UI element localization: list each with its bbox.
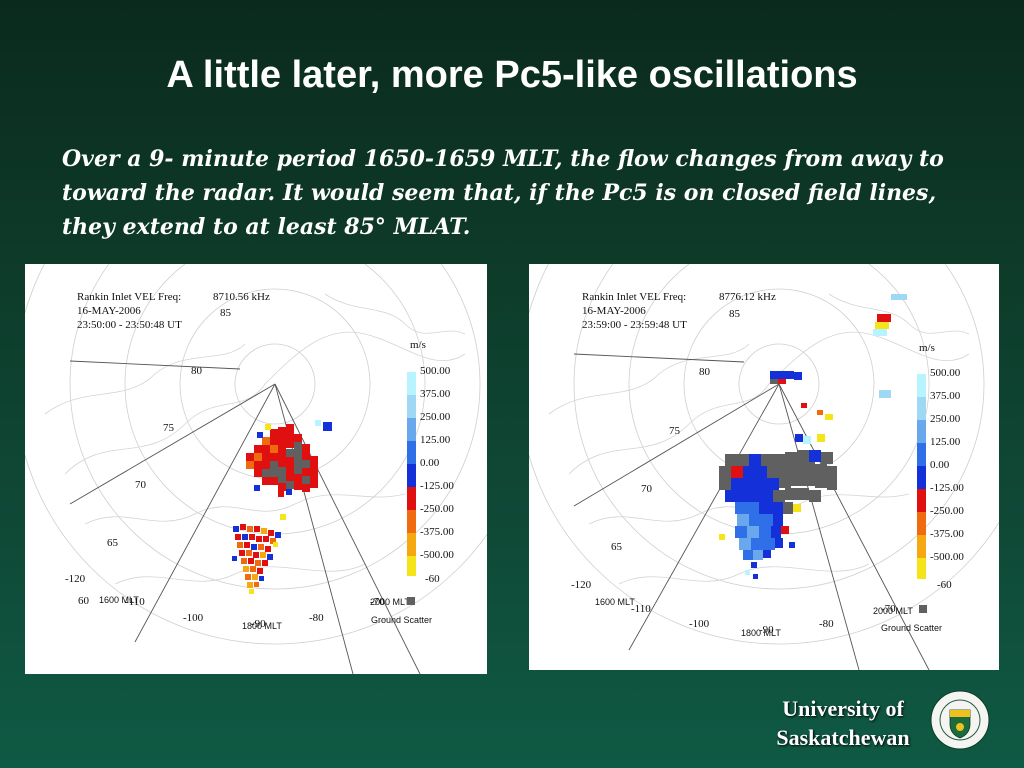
- lat-label-85: 85: [729, 308, 741, 320]
- plot-header-date: 16-MAY-2006: [582, 305, 646, 317]
- university-name: University of Saskatchewan: [776, 696, 910, 750]
- lat-label-70: 70: [641, 483, 653, 495]
- colorbar-tick: -500.00: [420, 549, 454, 561]
- lat-label-75: 75: [669, 425, 681, 437]
- plot-header-time: 23:59:00 - 23:59:48 UT: [582, 319, 687, 331]
- plot-header-date: 16-MAY-2006: [77, 305, 141, 317]
- colorbar-tick: -375.00: [420, 526, 454, 538]
- university-crest-icon: [930, 690, 990, 750]
- lat-label-80: 80: [191, 365, 203, 377]
- radar-plot-right: Rankin Inlet VEL Freq: 8776.12 kHz 16-MA…: [529, 264, 999, 670]
- colorbar-tick: -250.00: [420, 503, 454, 515]
- lat-label-80: 80: [699, 366, 711, 378]
- colorbar-tick: 375.00: [420, 388, 451, 400]
- radar-fov-lines: [573, 353, 930, 670]
- colorbar-units: m/s: [919, 342, 935, 354]
- colorbar-tick: -125.00: [420, 480, 454, 492]
- lon-label-minus80: -80: [309, 612, 324, 624]
- lon-label-minus110: -110: [631, 603, 651, 615]
- colorbar-tick: -500.00: [930, 551, 964, 563]
- lon-label-minus120: -120: [571, 579, 592, 591]
- lon-label-minus60: -60: [425, 573, 440, 585]
- lon-label-minus110: -110: [125, 596, 145, 608]
- slide-body-text: Over a 9- minute period 1650-1659 MLT, t…: [62, 146, 944, 240]
- ground-scatter-label: Ground Scatter: [881, 623, 942, 633]
- lon-label-minus70: -70: [370, 596, 385, 608]
- ground-scatter-swatch: [919, 605, 927, 613]
- radar-plot-left: Rankin Inlet VEL Freq: 8710.56 kHz 16-MA…: [25, 264, 487, 674]
- colorbar-tick: -375.00: [930, 528, 964, 540]
- velocity-cells: [232, 420, 332, 594]
- mlt-label-1600: 1600 MLT: [595, 597, 635, 607]
- lon-label-minus100: -100: [183, 612, 204, 624]
- lat-label-85: 85: [220, 307, 232, 319]
- mlt-label-1800: 1800 MLT: [741, 628, 781, 638]
- colorbar: [407, 372, 416, 576]
- mlt-label-2000: 2000 MLT: [370, 597, 410, 607]
- lat-label-70: 70: [135, 479, 147, 491]
- plot-header-time: 23:50:00 - 23:50:48 UT: [77, 319, 182, 331]
- colorbar-tick: 500.00: [420, 365, 451, 377]
- coastlines: [44, 293, 466, 585]
- colorbar-tick: -250.00: [930, 505, 964, 517]
- colorbar-tick: 250.00: [420, 411, 451, 423]
- lon-label-minus90: -90: [759, 624, 774, 636]
- ground-scatter-label: Ground Scatter: [371, 615, 432, 625]
- colorbar-tick: 500.00: [930, 367, 961, 379]
- mlt-label-1800: 1800 MLT: [242, 621, 282, 631]
- colorbar: [917, 374, 926, 579]
- lat-label-65: 65: [107, 537, 119, 549]
- lon-label-minus60: -60: [937, 579, 952, 591]
- lon-label-minus100: -100: [689, 618, 710, 630]
- lat-label-75: 75: [163, 422, 175, 434]
- lon-label-minus80: -80: [819, 618, 834, 630]
- colorbar-tick: 125.00: [930, 436, 961, 448]
- colorbar-tick: -125.00: [930, 482, 964, 494]
- ground-scatter-swatch: [407, 597, 415, 605]
- plot-header-station: Rankin Inlet VEL Freq:: [77, 291, 181, 303]
- colorbar-units: m/s: [410, 339, 426, 351]
- plot-header-frequency: 8710.56 kHz: [213, 291, 270, 303]
- colorbar-tick: 375.00: [930, 390, 961, 402]
- velocity-cells: [719, 294, 907, 579]
- lat-label-60: 60: [78, 595, 90, 607]
- lat-label-65: 65: [611, 541, 623, 553]
- plot-header-frequency: 8776.12 kHz: [719, 291, 776, 303]
- slide-title: A little later, more Pc5-like oscillatio…: [166, 54, 858, 96]
- colorbar-tick: 250.00: [930, 413, 961, 425]
- lon-label-minus70: -70: [881, 603, 896, 615]
- colorbar-tick: 125.00: [420, 434, 451, 446]
- lon-label-minus90: -90: [251, 618, 266, 630]
- plot-header-station: Rankin Inlet VEL Freq:: [582, 291, 686, 303]
- mlt-label-1600: 1600 MLT: [99, 595, 139, 605]
- colorbar-tick: 0.00: [420, 457, 440, 469]
- mlt-label-2000: 2000 MLT: [873, 606, 913, 616]
- colorbar-tick: 0.00: [930, 459, 950, 471]
- lon-label-minus120: -120: [65, 573, 86, 585]
